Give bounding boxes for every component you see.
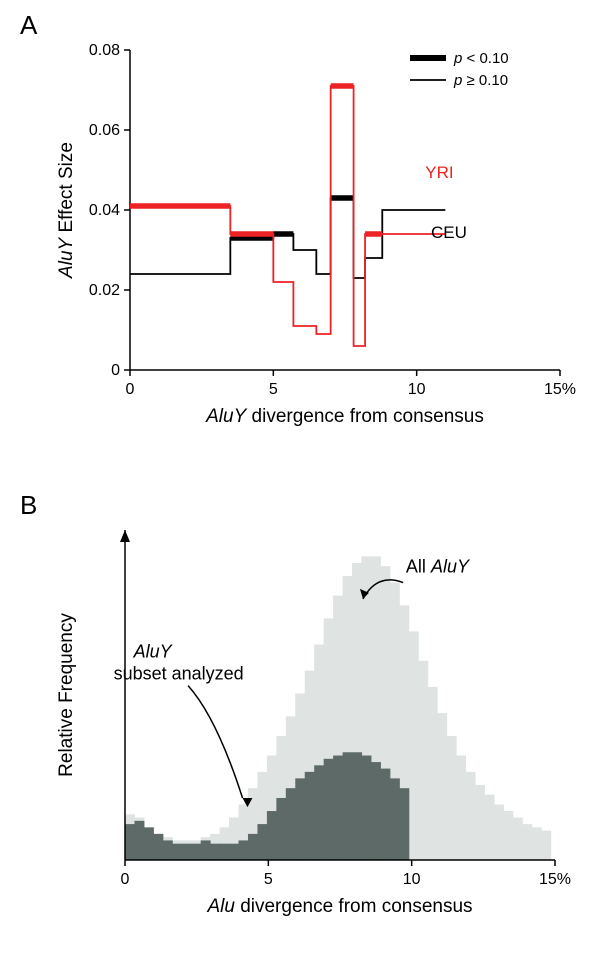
svg-text:Relative Frequency: Relative Frequency [56,613,77,777]
svg-text:AluY Effect Size: AluY Effect Size [56,142,77,279]
svg-text:0.04: 0.04 [89,202,120,219]
svg-text:0: 0 [111,362,120,379]
svg-text:YRI: YRI [425,163,453,182]
svg-text:All AluY: All AluY [406,557,471,577]
svg-text:15%: 15% [544,381,576,398]
svg-text:10: 10 [408,381,426,398]
svg-text:AluY divergence from consensus: AluY divergence from consensus [205,406,484,427]
svg-text:CEU: CEU [431,223,467,242]
svg-text:p < 0.10: p < 0.10 [453,50,509,67]
panel-b-label: B [20,490,37,521]
svg-text:AluY: AluY [133,642,174,662]
svg-text:Alu divergence from consensus: Alu divergence from consensus [206,896,472,917]
svg-text:p ≥ 0.10: p ≥ 0.10 [453,72,508,89]
svg-text:0: 0 [126,381,135,398]
svg-text:0.08: 0.08 [89,42,120,59]
svg-text:5: 5 [264,871,273,888]
svg-text:15%: 15% [539,871,571,888]
svg-text:0.06: 0.06 [89,122,120,139]
svg-text:0.02: 0.02 [89,282,120,299]
svg-text:subset analyzed: subset analyzed [114,664,244,684]
panel-a-chart: 0 0.02 0.04 0.06 0.08 0 5 10 15% AluY divergence … [50,30,580,445]
figure-panels: A 0 0.02 0.04 0.06 0.08 0 5 10 15% AluY divergenc… [0,0,600,955]
panel-b-chart: 0 5 10 15% Alu divergence from consensus Rela… [50,510,580,935]
svg-text:5: 5 [269,381,278,398]
panel-a-label: A [20,10,37,41]
svg-text:10: 10 [403,871,421,888]
svg-text:0: 0 [121,871,130,888]
